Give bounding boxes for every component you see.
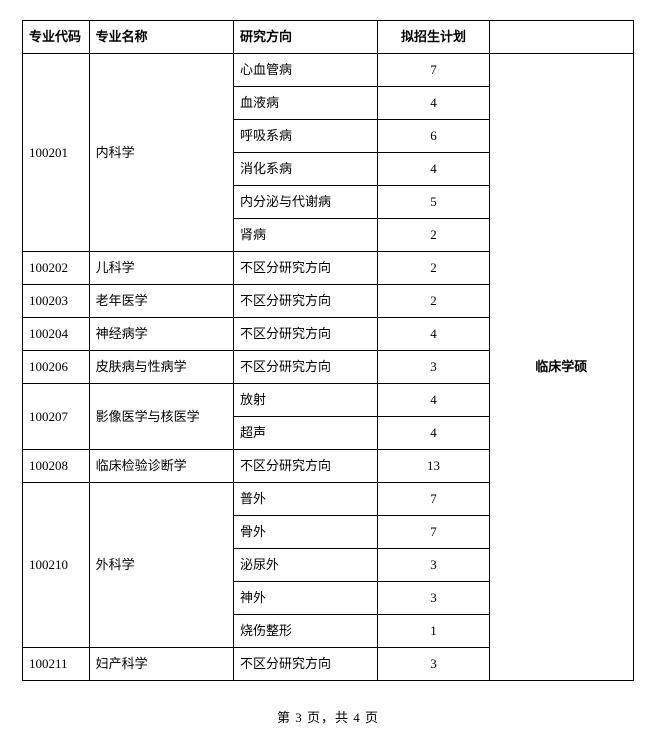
cell-code: 100211 bbox=[23, 648, 90, 681]
cell-code: 100210 bbox=[23, 483, 90, 648]
cell-plan: 4 bbox=[378, 417, 489, 450]
header-name: 专业名称 bbox=[89, 21, 233, 54]
cell-name: 神经病学 bbox=[89, 318, 233, 351]
cell-direction: 骨外 bbox=[234, 516, 378, 549]
cell-direction: 烧伤整形 bbox=[234, 615, 378, 648]
cell-direction: 超声 bbox=[234, 417, 378, 450]
cell-code: 100204 bbox=[23, 318, 90, 351]
header-direction: 研究方向 bbox=[234, 21, 378, 54]
cell-plan: 2 bbox=[378, 252, 489, 285]
cell-plan: 1 bbox=[378, 615, 489, 648]
cell-plan: 4 bbox=[378, 153, 489, 186]
cell-code: 100206 bbox=[23, 351, 90, 384]
cell-name: 皮肤病与性病学 bbox=[89, 351, 233, 384]
cell-direction: 不区分研究方向 bbox=[234, 450, 378, 483]
cell-direction: 神外 bbox=[234, 582, 378, 615]
cell-category: 临床学硕 bbox=[489, 54, 633, 681]
cell-plan: 7 bbox=[378, 54, 489, 87]
cell-name: 儿科学 bbox=[89, 252, 233, 285]
cell-plan: 5 bbox=[378, 186, 489, 219]
cell-direction: 不区分研究方向 bbox=[234, 285, 378, 318]
cell-name: 内科学 bbox=[89, 54, 233, 252]
cell-plan: 3 bbox=[378, 582, 489, 615]
cell-plan: 2 bbox=[378, 285, 489, 318]
cell-plan: 4 bbox=[378, 384, 489, 417]
cell-plan: 7 bbox=[378, 483, 489, 516]
cell-name: 妇产科学 bbox=[89, 648, 233, 681]
table-row: 100201内科学心血管病7临床学硕 bbox=[23, 54, 634, 87]
cell-plan: 6 bbox=[378, 120, 489, 153]
cell-plan: 3 bbox=[378, 549, 489, 582]
cell-code: 100203 bbox=[23, 285, 90, 318]
cell-code: 100201 bbox=[23, 54, 90, 252]
cell-direction: 呼吸系病 bbox=[234, 120, 378, 153]
cell-direction: 消化系病 bbox=[234, 153, 378, 186]
cell-plan: 4 bbox=[378, 318, 489, 351]
cell-name: 临床检验诊断学 bbox=[89, 450, 233, 483]
cell-direction: 普外 bbox=[234, 483, 378, 516]
cell-direction: 泌尿外 bbox=[234, 549, 378, 582]
cell-direction: 内分泌与代谢病 bbox=[234, 186, 378, 219]
admissions-table: 专业代码 专业名称 研究方向 拟招生计划 100201内科学心血管病7临床学硕血… bbox=[22, 20, 634, 681]
page-footer: 第 3 页，共 4 页 bbox=[22, 707, 634, 726]
cell-name: 外科学 bbox=[89, 483, 233, 648]
cell-direction: 心血管病 bbox=[234, 54, 378, 87]
cell-direction: 不区分研究方向 bbox=[234, 318, 378, 351]
header-plan: 拟招生计划 bbox=[378, 21, 489, 54]
header-code: 专业代码 bbox=[23, 21, 90, 54]
header-category bbox=[489, 21, 633, 54]
cell-direction: 不区分研究方向 bbox=[234, 252, 378, 285]
cell-code: 100207 bbox=[23, 384, 90, 450]
cell-code: 100208 bbox=[23, 450, 90, 483]
cell-direction: 血液病 bbox=[234, 87, 378, 120]
cell-plan: 7 bbox=[378, 516, 489, 549]
cell-direction: 不区分研究方向 bbox=[234, 351, 378, 384]
table-header: 专业代码 专业名称 研究方向 拟招生计划 bbox=[23, 21, 634, 54]
table-body: 100201内科学心血管病7临床学硕血液病4呼吸系病6消化系病4内分泌与代谢病5… bbox=[23, 54, 634, 681]
cell-name: 老年医学 bbox=[89, 285, 233, 318]
cell-plan: 3 bbox=[378, 351, 489, 384]
cell-direction: 肾病 bbox=[234, 219, 378, 252]
cell-plan: 13 bbox=[378, 450, 489, 483]
cell-direction: 不区分研究方向 bbox=[234, 648, 378, 681]
cell-code: 100202 bbox=[23, 252, 90, 285]
cell-plan: 2 bbox=[378, 219, 489, 252]
cell-plan: 3 bbox=[378, 648, 489, 681]
cell-direction: 放射 bbox=[234, 384, 378, 417]
cell-name: 影像医学与核医学 bbox=[89, 384, 233, 450]
cell-plan: 4 bbox=[378, 87, 489, 120]
